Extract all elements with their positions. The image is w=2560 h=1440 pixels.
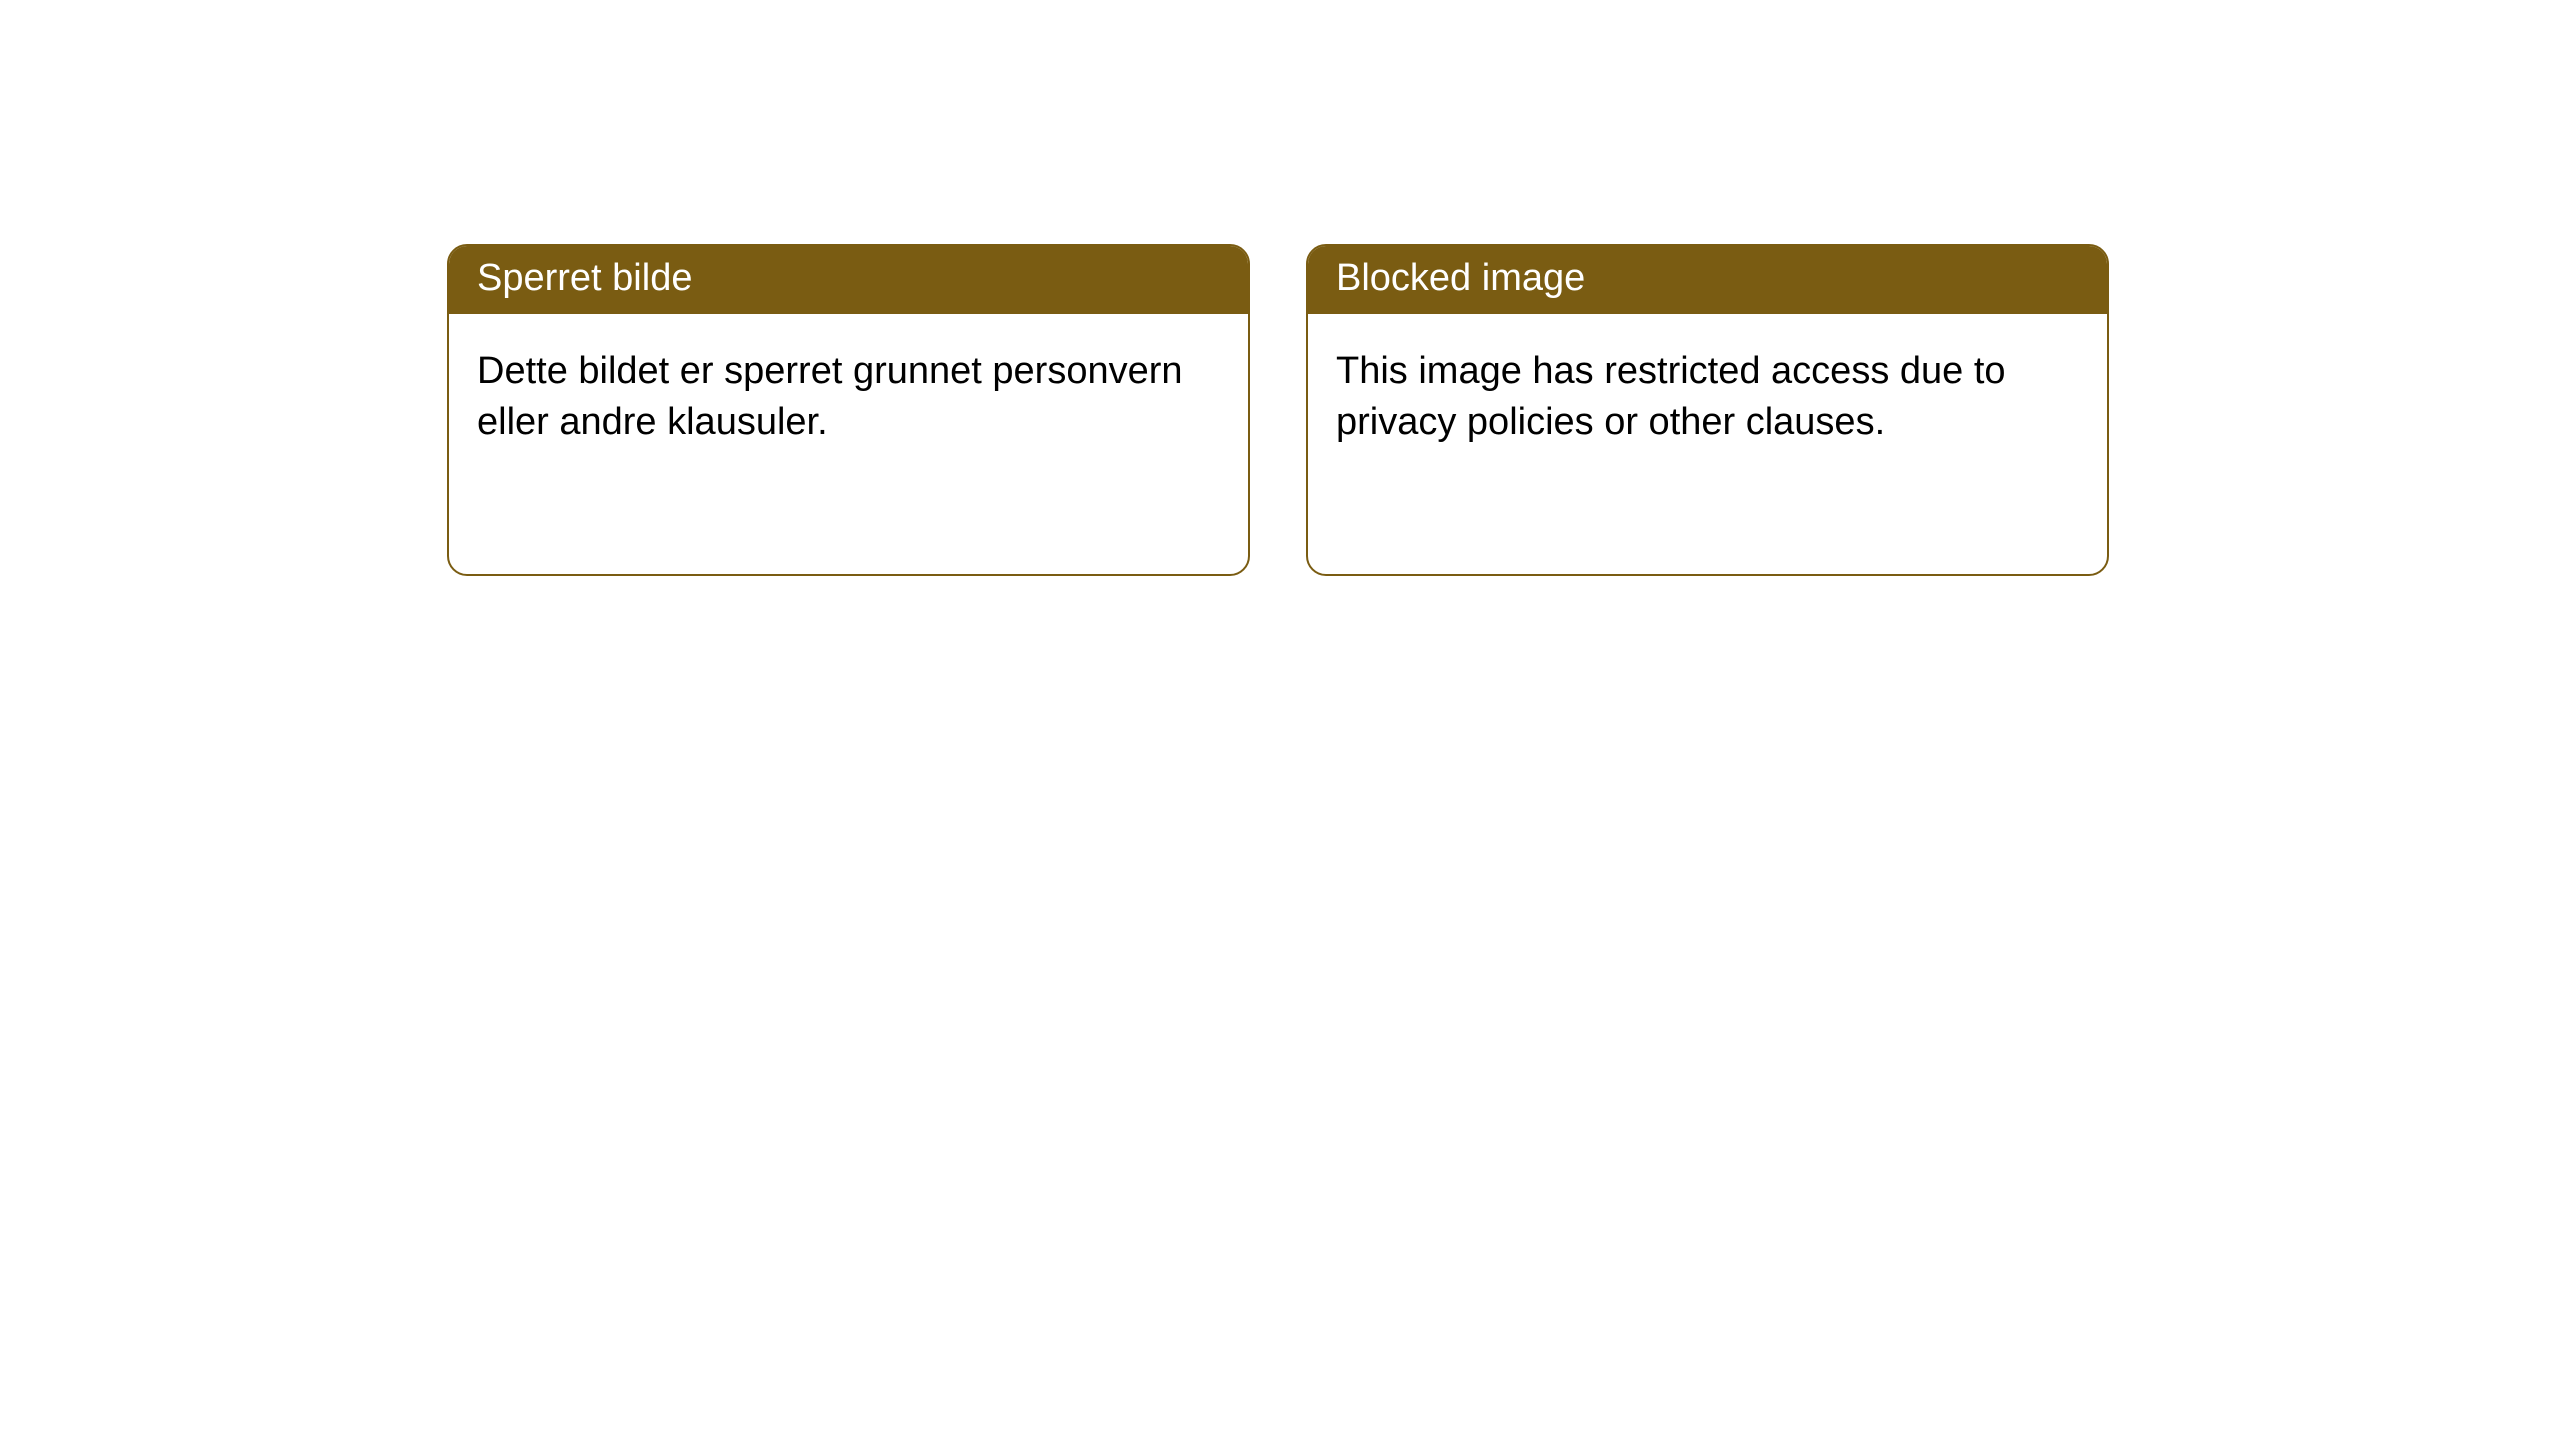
notice-title-norwegian: Sperret bilde [477,257,692,299]
notice-header-norwegian: Sperret bilde [449,246,1248,314]
notice-title-english: Blocked image [1336,257,1585,299]
notice-cards-container: Sperret bilde Dette bildet er sperret gr… [447,244,2109,576]
notice-header-english: Blocked image [1308,246,2107,314]
notice-text-english: This image has restricted access due to … [1336,350,2006,443]
notice-body-english: This image has restricted access due to … [1308,314,2107,481]
notice-text-norwegian: Dette bildet er sperret grunnet personve… [477,350,1183,443]
notice-body-norwegian: Dette bildet er sperret grunnet personve… [449,314,1248,481]
notice-card-english: Blocked image This image has restricted … [1306,244,2109,576]
notice-card-norwegian: Sperret bilde Dette bildet er sperret gr… [447,244,1250,576]
